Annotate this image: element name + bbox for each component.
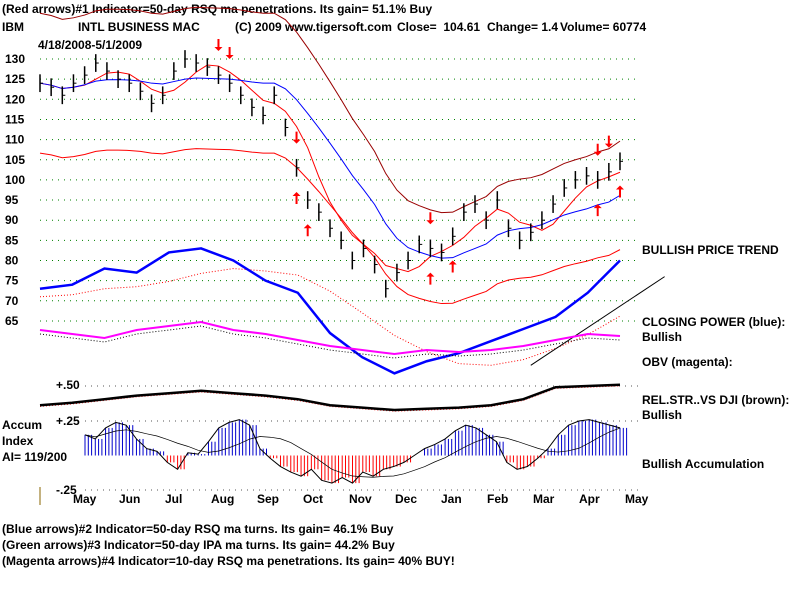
x-tick-label: Aug [211, 492, 234, 506]
short-ma-line [39, 64, 621, 273]
x-tick-label: Oct [303, 492, 323, 506]
red-up-arrow [448, 260, 457, 273]
x-tick-label: Mar [533, 492, 555, 506]
indicator3-text: (Green arrows)#3 Indicator=50-day IPA ma… [2, 538, 395, 552]
accum-ai-value: AI= 119/200 [2, 450, 68, 464]
x-tick-label: May [625, 492, 649, 506]
indicator1-text: (Red arrows)#1 Indicator=50-day RSQ ma p… [2, 2, 433, 16]
red-up-arrow [303, 224, 312, 237]
x-tick-label: Dec [395, 492, 417, 506]
accum-title: Accum [2, 418, 43, 432]
x-tick-label: Jul [165, 492, 182, 506]
accum-ma-line [84, 427, 621, 478]
rel-strength-ma [39, 385, 621, 412]
y-tick-label: 120 [5, 92, 25, 106]
trend-label: BULLISH PRICE TREND [642, 243, 779, 257]
bullish-trend-line [530, 276, 665, 366]
y-tick-label: 85 [5, 233, 19, 247]
change-value: Change= 1.4 [487, 20, 559, 34]
obv-ma [39, 325, 621, 359]
indicator2-text: (Blue arrows)#2 Indicator=50-day RSQ ma … [2, 522, 394, 536]
closing-power-label: CLOSING POWER (blue): [642, 315, 786, 329]
y-tick-label: 90 [5, 213, 19, 227]
ma50-line [39, 77, 621, 259]
x-tick-label: Nov [349, 492, 372, 506]
volume-value: Volume= 60774 [560, 20, 647, 34]
closing-power-status: Bullish [642, 330, 683, 344]
red-down-arrow [426, 212, 435, 225]
red-up-arrow [426, 272, 435, 285]
accum-outline [84, 419, 621, 484]
obv-line [39, 320, 621, 356]
y-tick-label: 110 [5, 133, 25, 147]
red-up-arrow [616, 185, 624, 198]
red-down-arrow [225, 47, 234, 59]
y-tick-label: 105 [5, 153, 25, 167]
close-value: Close= 104.61 [397, 20, 481, 34]
x-tick-label: Feb [487, 492, 508, 506]
red-down-arrow [292, 131, 301, 144]
x-tick-label: Jan [441, 492, 462, 506]
copyright: (C) 2009 www.tigersoft.com [235, 20, 392, 34]
date-range: 4/18/2008-5/1/2009 [38, 38, 143, 52]
indicator4-text: (Magenta arrows)#4 Indicator=10-day RSQ … [2, 554, 455, 568]
upper-band-line [39, 6, 621, 214]
x-tick-label: Jun [119, 492, 140, 506]
y-tick-label: 75 [5, 274, 19, 288]
rel-strength-line [39, 383, 621, 412]
x-tick-label: Sep [257, 492, 279, 506]
y-tick-label: 100 [5, 173, 25, 187]
x-tick-label: May [73, 492, 97, 506]
accum-subtitle: Index [2, 434, 34, 448]
y-tick-label: 125 [5, 72, 25, 86]
closing-power-ma [39, 268, 621, 366]
red-down-arrow [214, 38, 223, 51]
red-down-arrow [604, 135, 613, 148]
closing-power-line [39, 247, 621, 375]
y-tick-label: 65 [5, 314, 19, 328]
symbol: IBM [2, 20, 24, 34]
rel-strength-label: REL.STR..VS DJI (brown): [642, 393, 790, 407]
accum-p25-label: +.25 [56, 414, 80, 428]
red-up-arrow [593, 204, 602, 217]
obv-label: OBV (magenta): [642, 355, 733, 369]
accum-m25-label: -.25 [56, 483, 77, 497]
red-up-arrow [292, 191, 301, 204]
y-tick-label: 115 [5, 112, 25, 126]
rel-strength-status: Bullish [642, 408, 683, 422]
y-tick-label: 130 [5, 52, 25, 66]
company-name: INTL BUSINESS MAC [78, 20, 200, 34]
lower-band-line [39, 148, 621, 305]
y-tick-label: 70 [5, 294, 19, 308]
red-down-arrow [593, 143, 602, 156]
y-tick-label: 80 [5, 254, 19, 268]
accum-p50-label: +.50 [56, 378, 80, 392]
accumulation-label: Bullish Accumulation [642, 457, 765, 471]
y-tick-label: 95 [5, 193, 19, 207]
x-tick-label: Apr [579, 492, 600, 506]
